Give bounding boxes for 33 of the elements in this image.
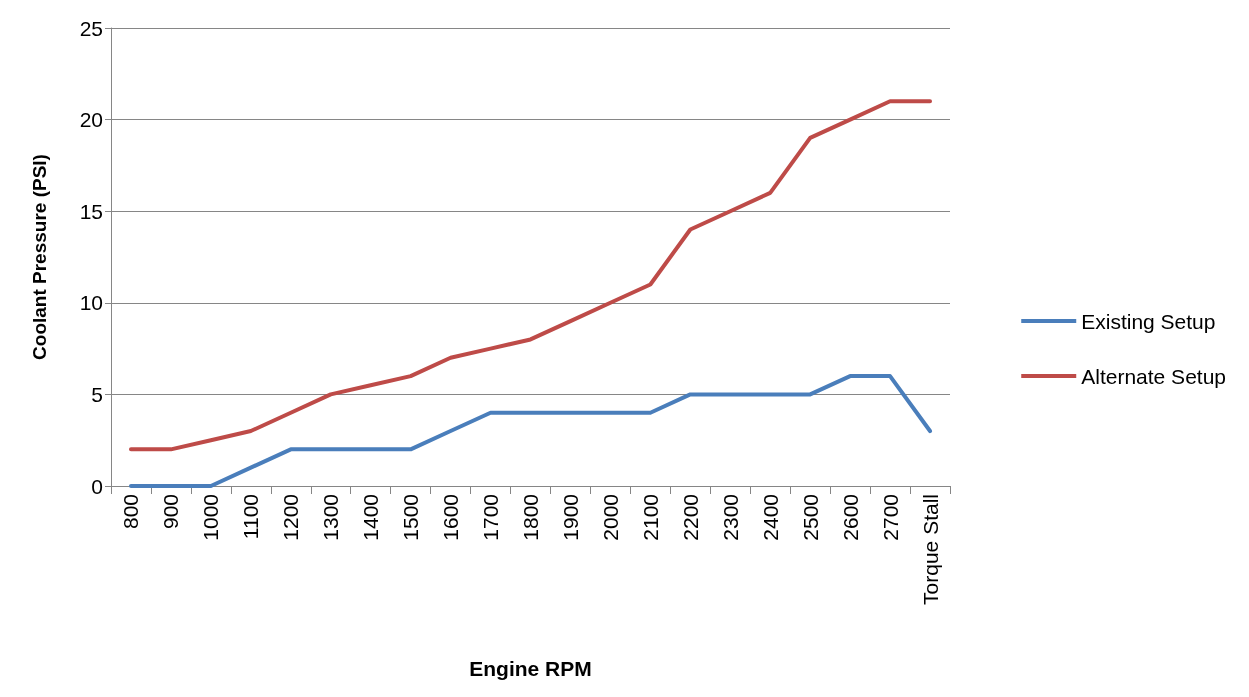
x-tick-label: 2500 — [798, 494, 822, 541]
line-series — [128, 99, 933, 452]
x-tick-label: 1100 — [239, 494, 263, 540]
x-tick-label: 1400 — [359, 494, 383, 541]
y-tick-label: 15 — [79, 199, 103, 223]
x-tick-label: 2400 — [758, 494, 782, 541]
x-tick-label: 1500 — [399, 494, 423, 541]
x-axis-title: Engine RPM — [469, 657, 592, 680]
x-tick-label: 1700 — [479, 494, 503, 541]
line-series — [128, 374, 933, 488]
x-tick-label: 1000 — [199, 494, 223, 541]
x-tick-label: 1600 — [439, 494, 463, 541]
y-axis-title: Coolant Pressure (PSI) — [29, 154, 50, 360]
x-tick-label: Torque Stall — [918, 494, 942, 605]
x-tick-label: 800 — [119, 494, 143, 530]
legend-label: Alternate Setup — [1081, 364, 1226, 388]
y-tick-label: 25 — [79, 16, 103, 40]
x-tick-label: 2200 — [678, 494, 702, 541]
x-tick-label: 2700 — [878, 494, 902, 541]
x-tick-label: 900 — [159, 494, 183, 530]
y-tick-label: 20 — [79, 108, 103, 132]
y-tick-label: 0 — [91, 474, 103, 498]
y-tick-label: 5 — [91, 382, 103, 406]
x-tick-label: 2100 — [638, 494, 662, 541]
x-tick-label: 2300 — [718, 494, 742, 541]
legend-label: Existing Setup — [1081, 309, 1216, 333]
x-tick-label: 1800 — [519, 494, 542, 541]
x-tick-label: 1200 — [279, 494, 303, 541]
x-tick-label: 2600 — [838, 494, 862, 541]
x-tick-label: 1900 — [558, 494, 582, 541]
x-tick-label: 2000 — [598, 494, 622, 541]
y-tick-label: 10 — [79, 291, 103, 315]
x-tick-label: 1300 — [319, 494, 343, 541]
